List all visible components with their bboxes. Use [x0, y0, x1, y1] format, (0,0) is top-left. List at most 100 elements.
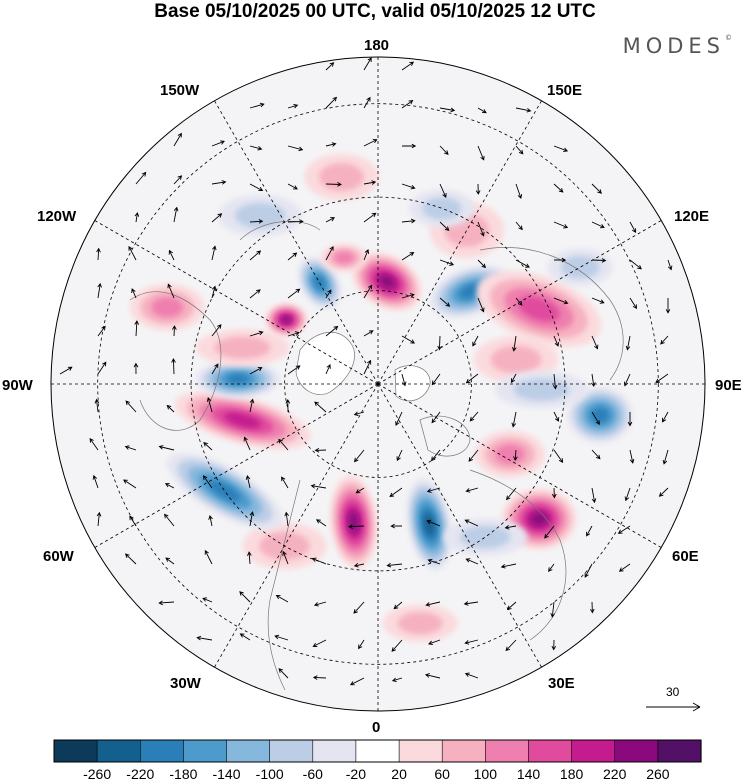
wind-arrow	[586, 525, 593, 537]
wind-arrow	[125, 400, 137, 413]
wind-arrow	[239, 633, 251, 641]
wind-arrow	[325, 245, 334, 261]
wind-arrow	[477, 259, 487, 269]
wind-arrow	[249, 289, 261, 299]
wind-arrow	[401, 251, 415, 261]
anomaly-field	[129, 153, 633, 642]
wind-arrow	[59, 366, 73, 375]
colorbar-swatch	[571, 739, 616, 763]
wind-arrow	[211, 324, 222, 337]
wind-arrow	[511, 335, 517, 352]
wind-arrow	[173, 206, 179, 223]
wind-arrow	[629, 221, 637, 234]
wind-arrow	[128, 245, 137, 261]
lon-label-30e: 30E	[548, 675, 575, 692]
wind-arrow	[165, 557, 175, 565]
wind-arrow	[363, 57, 372, 71]
anomaly-cell	[129, 283, 205, 331]
wind-arrow	[208, 514, 213, 527]
wind-arrow	[278, 668, 289, 679]
wind-arrow	[168, 249, 175, 261]
lon-label-120w: 120W	[37, 208, 77, 225]
wind-arrow	[243, 436, 251, 451]
wind-arrow	[439, 297, 451, 307]
wind-arrow	[515, 145, 524, 155]
wind-arrow	[465, 373, 479, 384]
wind-arrow	[553, 257, 567, 263]
wind-arrow	[158, 445, 175, 451]
wind-arrow	[239, 591, 251, 603]
wind-arrow	[465, 487, 479, 493]
wind-arrow	[94, 398, 100, 413]
wind-arrow	[325, 325, 339, 337]
wind-arrow	[287, 103, 299, 109]
wind-arrow	[92, 474, 99, 489]
lon-label-60e: 60E	[672, 548, 699, 565]
colorbar-swatch	[484, 739, 529, 763]
wind-arrow	[287, 331, 300, 337]
colorbar-swatch	[183, 739, 228, 763]
wind-arrow	[247, 551, 252, 565]
anomaly-cell	[330, 475, 378, 569]
wind-arrow	[96, 511, 102, 527]
wind-arrow	[211, 213, 223, 223]
wind-arrow	[551, 487, 557, 499]
meridian-line	[214, 383, 379, 668]
wind-arrow	[424, 673, 441, 679]
anomaly-contour	[591, 407, 609, 423]
anomaly-cell	[218, 194, 303, 237]
wind-arrow	[164, 513, 175, 527]
lon-label-120e: 120E	[674, 208, 710, 225]
coastlines	[129, 220, 624, 691]
wind-arrow	[124, 553, 137, 565]
wind-arrow	[504, 525, 517, 530]
anomaly-cell	[320, 243, 368, 272]
meridian-line	[377, 100, 542, 385]
wind-arrow	[511, 411, 517, 428]
modes-logo: MODES©	[623, 34, 732, 58]
wind-arrow	[202, 597, 213, 603]
wind-arrow	[515, 221, 523, 231]
wind-arrow	[393, 601, 403, 610]
wind-arrow	[325, 62, 335, 71]
wind-arrow	[211, 285, 217, 299]
anomaly-contour	[226, 374, 250, 385]
anomaly-contour	[422, 197, 462, 220]
meridian-line	[214, 100, 379, 385]
wind-arrow	[249, 102, 265, 109]
anomaly-cell	[195, 329, 290, 367]
anomaly-cell	[406, 478, 452, 571]
wind-arrow	[211, 363, 219, 375]
wind-arrow	[658, 487, 669, 497]
wind-arrow	[553, 335, 560, 347]
wind-arrow	[278, 438, 289, 451]
wind-arrow	[123, 479, 137, 489]
wind-arrow	[386, 562, 403, 568]
anomaly-contour	[397, 612, 443, 635]
wind-arrow	[617, 525, 631, 534]
wind-arrow	[164, 483, 175, 489]
wind-arrow	[437, 335, 442, 351]
anomaly-contour	[319, 163, 364, 191]
colorbar-tick-label: -20	[345, 766, 367, 782]
wind-arrow	[173, 132, 182, 147]
wind-arrow	[311, 557, 327, 565]
wind-arrow	[211, 245, 217, 261]
wind-arrow	[553, 411, 560, 422]
colorbar-tick-label: 60	[434, 766, 450, 782]
wind-arrow	[96, 247, 101, 261]
wind-arrow	[667, 259, 673, 271]
wind-arrow	[591, 258, 607, 263]
wind-arrow	[211, 180, 227, 185]
wind-arrow	[401, 100, 414, 109]
anomaly-contour	[518, 296, 560, 322]
wind-arrow	[202, 475, 213, 489]
colorbar-frame	[53, 739, 702, 763]
wind-arrow	[402, 143, 417, 149]
wind-arrow	[511, 373, 517, 384]
wind-arrow	[133, 362, 139, 375]
reference-vector-label: 30	[666, 685, 680, 699]
wind-arrow	[325, 289, 332, 299]
wind-arrow	[591, 335, 599, 350]
wind-arrow	[401, 61, 415, 71]
